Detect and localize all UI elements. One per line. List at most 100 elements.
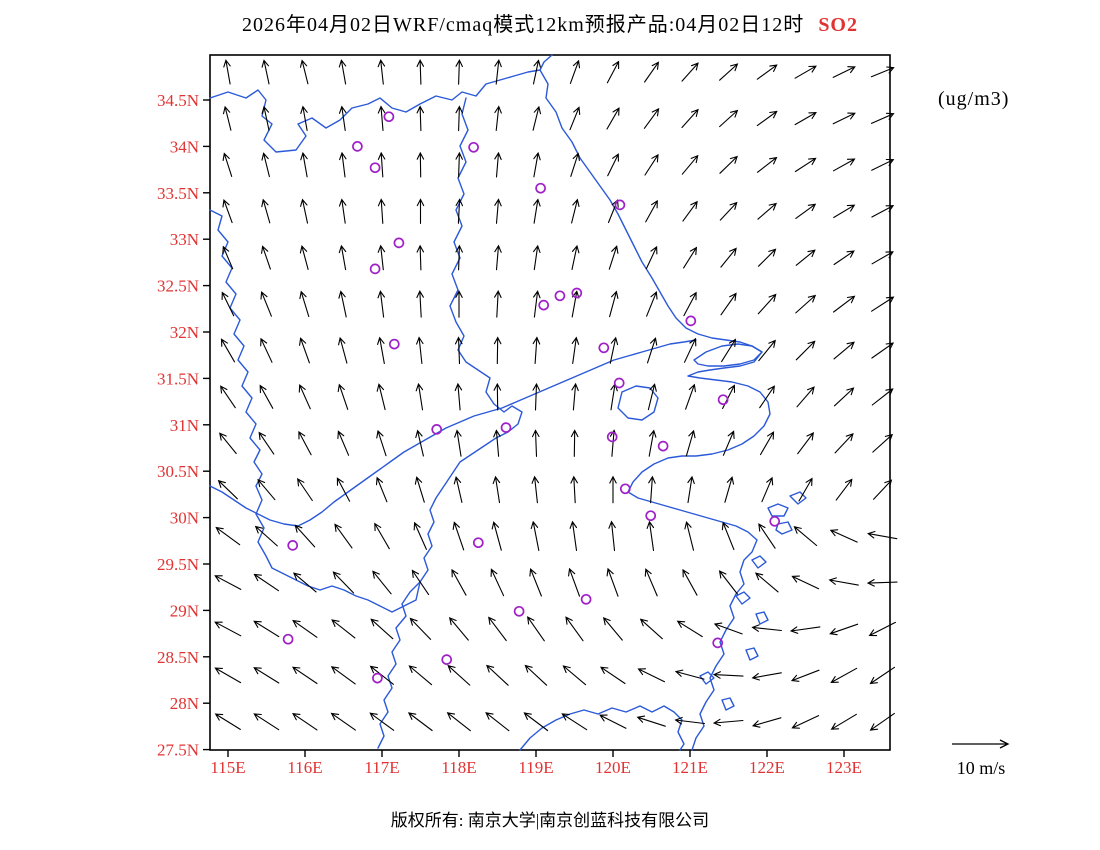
wind-arrow — [531, 475, 540, 504]
wind-arrow — [292, 713, 318, 731]
wind-arrow — [254, 525, 278, 547]
lat-tick-label: 33N — [170, 230, 199, 249]
wind-arrow — [676, 620, 703, 638]
map-outline-anhui-west-border — [209, 209, 263, 487]
lat-tick-label: 28.5N — [157, 648, 199, 667]
wind-arrow — [532, 105, 542, 131]
lat-tick-label: 34N — [170, 137, 199, 156]
wind-arrow — [372, 570, 392, 595]
wind-arrow — [687, 475, 695, 504]
wind-arrow — [869, 712, 895, 731]
station-marker — [388, 338, 400, 350]
station-marker — [372, 672, 383, 684]
wind-arrow — [411, 569, 430, 596]
wind-arrow — [299, 59, 309, 85]
wind-arrow — [415, 382, 424, 411]
wind-arrow — [338, 244, 347, 271]
lon-tick-label: 119E — [518, 758, 553, 777]
wind-arrow — [790, 669, 820, 682]
wind-arrow — [219, 432, 237, 455]
wind-arrow — [261, 59, 270, 85]
wind-arrow — [454, 429, 462, 457]
map-outline-coastline — [539, 54, 771, 751]
wind-arrow — [646, 520, 655, 552]
wind-arrow — [451, 568, 467, 596]
wind-arrow — [529, 567, 542, 597]
wind-arrow — [719, 201, 738, 221]
wind-arrow — [867, 530, 898, 540]
wind-arrow — [644, 153, 659, 176]
wind-arrow — [413, 521, 427, 550]
wind-arrow — [334, 523, 353, 549]
wind-arrow — [214, 621, 242, 637]
wind-arrow — [571, 198, 580, 224]
wind-arrow — [407, 712, 433, 732]
map-frame — [209, 54, 891, 751]
wind-arrow — [832, 158, 856, 172]
wind-arrow — [684, 520, 695, 551]
wind-arrow — [220, 385, 236, 409]
lon-tick-label: 117E — [364, 758, 399, 777]
wind-arrow — [643, 107, 660, 129]
wind-arrow — [416, 244, 425, 271]
wind-arrow — [871, 158, 895, 171]
wind-arrow — [644, 61, 660, 83]
lat-tick-label: 29N — [170, 601, 199, 620]
wind-arrow — [415, 429, 424, 457]
wind-arrow — [871, 251, 894, 265]
wind-arrow — [756, 156, 778, 173]
map-outline-taihu-lake — [617, 385, 659, 421]
wind-arrow — [494, 244, 502, 271]
wind-arrow — [873, 479, 893, 500]
wind-arrow — [871, 342, 895, 359]
wind-arrow — [217, 479, 238, 500]
wind-arrow — [606, 60, 620, 84]
wind-arrow — [377, 244, 386, 271]
wind-arrow — [452, 521, 465, 551]
wind-arrow — [751, 624, 782, 632]
wind-arrow — [338, 59, 347, 85]
wind-arrow — [719, 109, 739, 128]
wind-arrow — [868, 621, 896, 637]
wind-arrow — [376, 383, 386, 411]
wind-arrow — [639, 618, 663, 640]
wind-arrow — [795, 294, 817, 314]
wind-arrow — [685, 429, 696, 457]
wind-arrow — [337, 383, 349, 410]
wind-arrow — [568, 567, 581, 597]
station-marker — [538, 299, 550, 311]
wind-arrow — [222, 245, 234, 270]
wind-arrow — [416, 151, 425, 178]
station-marker — [393, 237, 405, 249]
station-marker — [571, 287, 583, 299]
lat-tick-label: 31N — [170, 416, 199, 435]
wind-arrow — [416, 105, 425, 132]
wind-arrow — [571, 336, 580, 364]
map-outline-island-zhoushan-2 — [789, 491, 807, 505]
wind-arrow — [494, 151, 502, 178]
wind-arrow — [533, 290, 541, 318]
map-outline-island-8 — [699, 671, 715, 685]
map-outline-island-9 — [721, 697, 735, 711]
wind-arrow — [681, 62, 699, 82]
wind-arrow — [261, 152, 270, 178]
wind-arrow — [609, 475, 617, 504]
wind-arrow — [524, 664, 548, 686]
wind-arrow — [562, 665, 587, 686]
wind-arrow — [721, 521, 735, 551]
wind-arrow — [377, 290, 385, 318]
wind-arrow — [833, 204, 856, 219]
wind-arrow — [599, 714, 627, 729]
map-outline-island-zhoushan-3 — [775, 521, 793, 535]
station-marker — [645, 510, 657, 522]
wind-arrow — [795, 340, 816, 361]
station-marker — [580, 593, 592, 605]
wind-arrow — [292, 572, 317, 593]
wind-arrow — [759, 431, 775, 456]
wind-arrow — [722, 384, 736, 410]
map-outline-yangtze-river — [209, 339, 697, 527]
wind-arrow — [214, 713, 241, 730]
wind-arrow — [486, 664, 509, 686]
map-outline-island-6 — [755, 611, 769, 625]
copyright-footer: 版权所有: 南京大学|南京创蓝科技有限公司 — [390, 811, 710, 830]
